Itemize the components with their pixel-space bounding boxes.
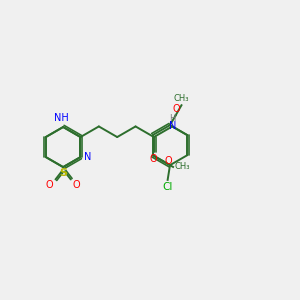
Text: O: O (164, 156, 172, 166)
Text: S: S (59, 168, 67, 178)
Text: H: H (169, 114, 176, 123)
Text: O: O (46, 180, 53, 190)
Text: O: O (149, 154, 157, 164)
Text: CH₃: CH₃ (174, 162, 190, 171)
Text: O: O (73, 180, 80, 190)
Text: N: N (169, 122, 176, 131)
Text: O: O (172, 104, 180, 114)
Text: N: N (84, 152, 92, 162)
Text: Cl: Cl (162, 182, 173, 192)
Text: NH: NH (54, 113, 69, 123)
Text: CH₃: CH₃ (174, 94, 189, 103)
